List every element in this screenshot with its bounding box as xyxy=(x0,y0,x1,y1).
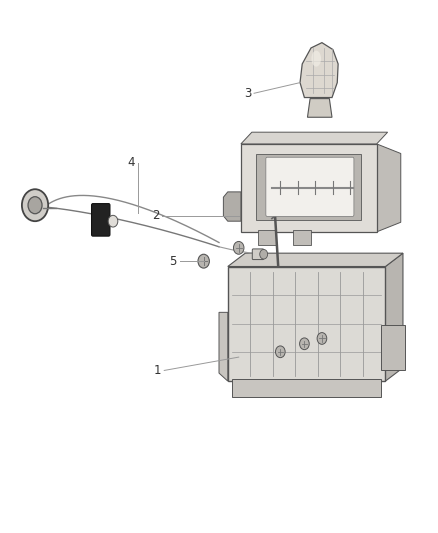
FancyBboxPatch shape xyxy=(381,325,405,370)
Polygon shape xyxy=(228,253,403,266)
Text: 3: 3 xyxy=(244,87,251,100)
FancyBboxPatch shape xyxy=(252,249,264,260)
FancyBboxPatch shape xyxy=(293,230,311,245)
Polygon shape xyxy=(307,99,332,117)
Ellipse shape xyxy=(311,51,321,67)
Circle shape xyxy=(300,338,309,350)
Circle shape xyxy=(233,241,244,254)
FancyBboxPatch shape xyxy=(92,204,110,236)
Text: 5: 5 xyxy=(170,255,177,268)
Text: 1: 1 xyxy=(154,364,162,377)
Circle shape xyxy=(317,333,327,344)
Circle shape xyxy=(108,215,118,227)
Polygon shape xyxy=(300,43,338,98)
FancyBboxPatch shape xyxy=(266,157,354,216)
Polygon shape xyxy=(377,144,401,232)
Text: 2: 2 xyxy=(152,209,159,222)
Circle shape xyxy=(198,254,209,268)
Polygon shape xyxy=(223,192,241,221)
FancyBboxPatch shape xyxy=(232,379,381,397)
Circle shape xyxy=(276,346,285,358)
FancyBboxPatch shape xyxy=(258,230,276,245)
FancyBboxPatch shape xyxy=(228,266,385,381)
Text: 4: 4 xyxy=(127,156,135,169)
FancyBboxPatch shape xyxy=(241,144,377,232)
Polygon shape xyxy=(219,312,228,381)
Circle shape xyxy=(260,249,268,259)
Polygon shape xyxy=(385,253,403,381)
Circle shape xyxy=(28,197,42,214)
Circle shape xyxy=(22,189,48,221)
Polygon shape xyxy=(241,132,388,144)
FancyBboxPatch shape xyxy=(256,154,361,220)
